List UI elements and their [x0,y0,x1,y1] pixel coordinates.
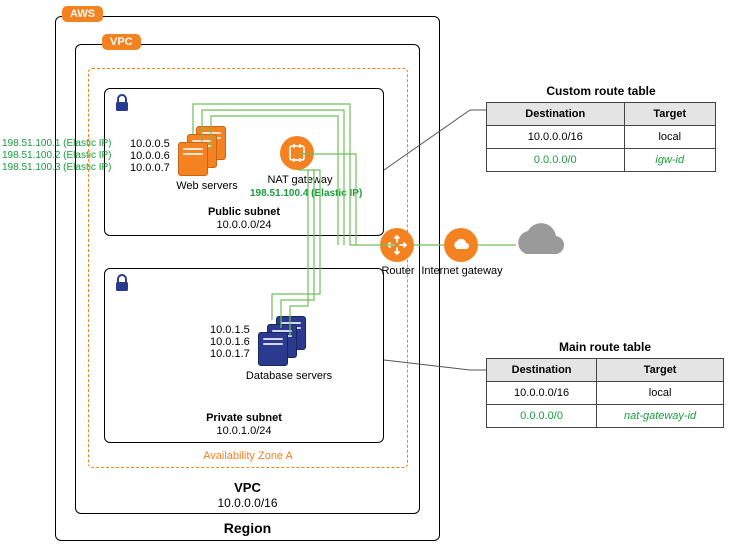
vpc-cidr: 10.0.0.0/16 [75,496,420,510]
private-subnet-cidr: 10.0.1.0/24 [104,425,384,437]
nat-gateway-label: NAT gateway [260,174,340,186]
main-route-table: Destination Target 10.0.0.0/16 local 0.0… [486,358,724,428]
web-ip-2: 10.0.0.7 [130,162,170,174]
internet-gateway-label: Internet gateway [420,265,504,277]
public-subnet-title: Public subnet [104,206,384,218]
nat-eip: 198.51.100.4 (Elastic IP) [250,188,362,199]
lock-icon [114,274,130,292]
router-label: Router [372,265,424,277]
table-row: 0.0.0.0/0 igw-id [487,149,716,172]
table-header: Target [597,359,724,382]
db-ip-1: 10.0.1.6 [210,336,250,348]
web-eip-2: 198.51.100.3 (Elastic IP) [2,162,112,173]
web-ip-0: 10.0.0.5 [130,138,170,150]
db-ip-0: 10.0.1.5 [210,324,250,336]
private-subnet-title: Private subnet [104,412,384,424]
main-route-table-title: Main route table [486,340,724,354]
table-header: Destination [487,359,597,382]
region-label: Region [55,520,440,536]
web-servers-stack [178,126,236,182]
db-servers-stack [258,316,316,372]
custom-route-table-title: Custom route table [486,84,716,98]
vpc-title: VPC [75,480,420,495]
custom-route-table: Destination Target 10.0.0.0/16 local 0.0… [486,102,716,172]
internet-gateway-icon [444,228,478,262]
db-servers-label: Database servers [234,370,344,382]
aws-badge: AWS [62,6,103,22]
db-ip-2: 10.0.1.7 [210,348,250,360]
table-row: 10.0.0.0/16 local [487,382,724,405]
internet-cloud-icon [510,220,570,265]
table-row: 10.0.0.0/16 local [487,126,716,149]
router-icon [380,228,414,262]
lock-icon [114,94,130,112]
table-header: Target [624,103,715,126]
web-ip-1: 10.0.0.6 [130,150,170,162]
nat-gateway-icon [280,136,314,170]
web-eip-0: 198.51.100.1 (Elastic IP) [2,138,112,149]
availability-zone-label: Availability Zone A [88,450,408,462]
web-eip-1: 198.51.100.2 (Elastic IP) [2,150,112,161]
table-header: Destination [487,103,625,126]
table-row: 0.0.0.0/0 nat-gateway-id [487,405,724,428]
vpc-badge: VPC [102,34,141,50]
public-subnet-cidr: 10.0.0.0/24 [104,219,384,231]
web-servers-label: Web servers [162,180,252,192]
